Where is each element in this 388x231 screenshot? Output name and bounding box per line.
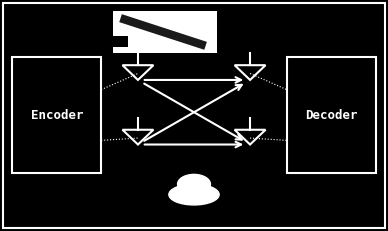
Text: Decoder: Decoder bbox=[305, 109, 357, 122]
Bar bbox=[186, 182, 202, 195]
Bar bbox=[113, 12, 217, 54]
Ellipse shape bbox=[169, 184, 219, 205]
Text: Encoder: Encoder bbox=[31, 109, 83, 122]
Bar bbox=[287, 58, 376, 173]
Polygon shape bbox=[113, 37, 128, 47]
Ellipse shape bbox=[178, 175, 210, 194]
Bar bbox=[12, 58, 101, 173]
